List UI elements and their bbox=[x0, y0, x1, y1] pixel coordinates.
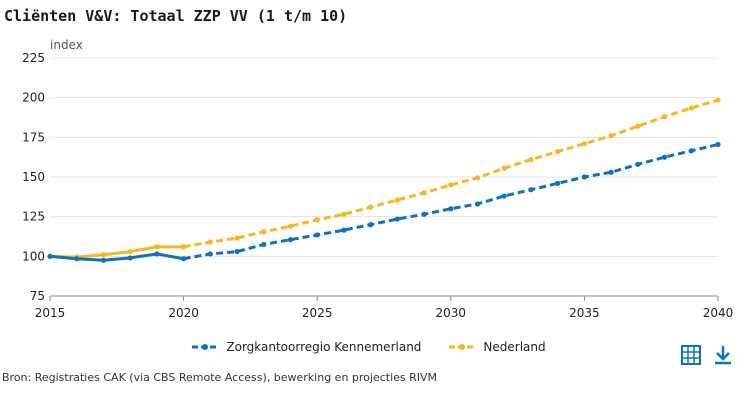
table-icon[interactable] bbox=[680, 344, 702, 366]
y-tick-100: 100 bbox=[22, 249, 45, 263]
point-0-2034[interactable] bbox=[555, 180, 561, 186]
y-tick-150: 150 bbox=[22, 170, 45, 184]
point-0-2026[interactable] bbox=[341, 227, 347, 233]
legend-item-nederland[interactable]: Nederland bbox=[449, 340, 546, 354]
point-1-2029[interactable] bbox=[421, 190, 427, 196]
x-tick-2020: 2020 bbox=[168, 306, 199, 320]
line-chart: 75 100 125 150 175 200 225 2015 2020 2025 2030 203… bbox=[22, 38, 734, 320]
point-1-2039[interactable] bbox=[688, 105, 694, 111]
point-0-2018[interactable] bbox=[127, 255, 133, 261]
y-tick-200: 200 bbox=[22, 91, 45, 105]
point-0-2033[interactable] bbox=[528, 187, 534, 193]
y-tick-175: 175 bbox=[22, 130, 45, 144]
legend-label-kennemerland: Zorgkantoorregio Kennemerland bbox=[226, 340, 422, 354]
series-lines bbox=[47, 97, 721, 263]
point-1-2036[interactable] bbox=[608, 133, 614, 139]
point-0-2017[interactable] bbox=[100, 257, 107, 263]
point-0-2029[interactable] bbox=[421, 211, 427, 217]
point-1-2024[interactable] bbox=[287, 223, 294, 229]
point-0-2030[interactable] bbox=[448, 206, 454, 212]
download-icon[interactable] bbox=[712, 344, 734, 366]
x-tick-2025: 2025 bbox=[302, 306, 333, 320]
point-0-2023[interactable] bbox=[261, 241, 267, 248]
point-1-2034[interactable] bbox=[555, 149, 561, 155]
point-0-2027[interactable] bbox=[368, 222, 374, 228]
y-axis-label: index bbox=[50, 38, 83, 52]
point-1-2022[interactable] bbox=[234, 235, 240, 241]
legend-swatch-kennemerland bbox=[192, 342, 219, 352]
point-0-2020[interactable] bbox=[181, 256, 187, 262]
point-0-2035[interactable] bbox=[581, 174, 588, 180]
y-tick-125: 125 bbox=[22, 210, 45, 224]
point-0-2028[interactable] bbox=[394, 216, 400, 222]
point-0-2036[interactable] bbox=[608, 169, 614, 175]
point-0-2015[interactable] bbox=[47, 253, 53, 259]
point-1-2026[interactable] bbox=[341, 211, 347, 217]
y-tick-225: 225 bbox=[22, 51, 45, 65]
series-line-solid-0 bbox=[49, 252, 184, 262]
grid-lines bbox=[50, 57, 718, 297]
series-line-dashed-1 bbox=[183, 98, 719, 249]
point-1-2032[interactable] bbox=[501, 165, 507, 171]
point-0-2031[interactable] bbox=[474, 201, 481, 207]
point-1-2023[interactable] bbox=[261, 229, 267, 235]
point-1-2021[interactable] bbox=[207, 239, 213, 245]
point-1-2038[interactable] bbox=[661, 114, 668, 120]
point-1-2035[interactable] bbox=[581, 141, 588, 147]
point-0-2032[interactable] bbox=[501, 193, 507, 199]
point-0-2040[interactable] bbox=[715, 141, 721, 148]
y-tick-labels: 75 100 125 150 175 200 225 bbox=[22, 51, 45, 303]
point-1-2030[interactable] bbox=[448, 182, 454, 188]
chart-toolbar bbox=[680, 344, 734, 366]
point-0-2024[interactable] bbox=[287, 237, 294, 243]
point-0-2039[interactable] bbox=[688, 148, 694, 154]
point-1-2025[interactable] bbox=[314, 217, 320, 223]
point-0-2021[interactable] bbox=[207, 251, 213, 257]
legend-label-nederland: Nederland bbox=[483, 340, 546, 354]
point-1-2017[interactable] bbox=[100, 252, 107, 258]
point-1-2027[interactable] bbox=[368, 204, 374, 210]
point-0-2016[interactable] bbox=[74, 256, 80, 262]
point-0-2037[interactable] bbox=[635, 161, 641, 167]
point-0-2022[interactable] bbox=[234, 248, 240, 255]
series-line-dashed-0 bbox=[183, 143, 719, 261]
legend-swatch-nederland bbox=[449, 342, 476, 352]
point-0-2019[interactable] bbox=[154, 251, 160, 257]
x-tick-2030: 2030 bbox=[436, 306, 467, 320]
legend-item-kennemerland[interactable]: Zorgkantoorregio Kennemerland bbox=[192, 340, 421, 354]
point-1-2028[interactable] bbox=[394, 197, 400, 203]
x-tick-2040: 2040 bbox=[703, 306, 734, 320]
point-1-2018[interactable] bbox=[127, 248, 133, 255]
point-1-2040[interactable] bbox=[715, 97, 721, 103]
legend: Zorgkantoorregio Kennemerland Nederland bbox=[0, 340, 738, 354]
y-tick-75: 75 bbox=[30, 289, 45, 303]
point-1-2033[interactable] bbox=[528, 156, 534, 163]
x-tick-2035: 2035 bbox=[569, 306, 600, 320]
point-1-2037[interactable] bbox=[635, 123, 641, 129]
chart-title: Cliënten V&V: Totaal ZZP VV (1 t/m 10) bbox=[4, 7, 348, 25]
point-0-2025[interactable] bbox=[314, 232, 320, 238]
point-0-2038[interactable] bbox=[661, 154, 668, 160]
point-1-2031[interactable] bbox=[474, 175, 481, 181]
x-tick-2015: 2015 bbox=[35, 306, 66, 320]
x-tick-labels: 2015 2020 2025 2030 2035 2040 bbox=[35, 296, 734, 320]
point-1-2019[interactable] bbox=[154, 244, 160, 250]
point-1-2020[interactable] bbox=[181, 244, 187, 250]
source-note: Bron: Registraties CAK (via CBS Remote A… bbox=[2, 371, 438, 384]
